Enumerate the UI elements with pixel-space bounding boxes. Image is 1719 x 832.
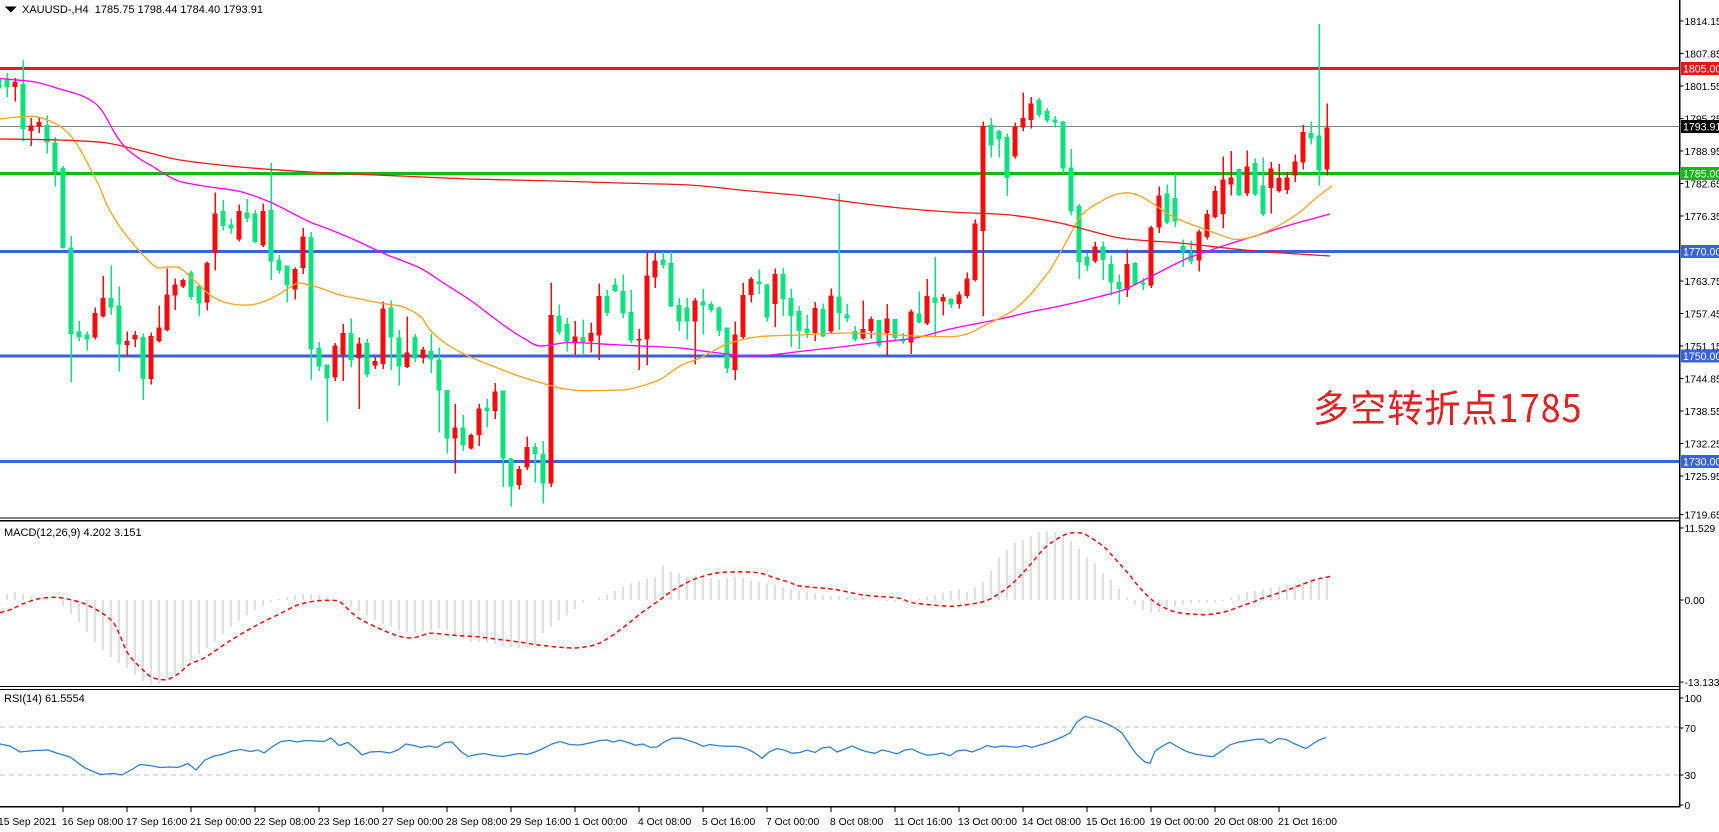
svg-text:29 Sep 16:00: 29 Sep 16:00 [510,817,572,828]
svg-text:70: 70 [1685,724,1697,735]
svg-text:19 Oct 00:00: 19 Oct 00:00 [1150,817,1209,828]
svg-text:MACD(12,26,9) 4.202 3.151: MACD(12,26,9) 4.202 3.151 [4,527,142,539]
svg-text:0.00: 0.00 [1685,596,1705,607]
svg-text:1757.45: 1757.45 [1685,310,1719,321]
svg-text:1 Oct 00:00: 1 Oct 00:00 [574,817,628,828]
svg-text:14 Oct 08:00: 14 Oct 08:00 [1022,817,1081,828]
svg-text:23 Sep 16:00: 23 Sep 16:00 [318,817,380,828]
svg-text:XAUUSD-,H4 1785.75 1798.44 17: XAUUSD-,H4 1785.75 1798.44 1784.40 1793.… [22,4,263,16]
svg-text:1763.75: 1763.75 [1685,277,1719,288]
svg-text:1738.55: 1738.55 [1685,407,1719,418]
svg-text:1730.00: 1730.00 [1683,457,1719,469]
svg-text:1801.55: 1801.55 [1685,82,1719,93]
svg-text:0: 0 [1685,801,1691,812]
svg-text:100: 100 [1685,694,1702,705]
svg-text:1793.91: 1793.91 [1683,122,1719,134]
svg-text:5 Oct 16:00: 5 Oct 16:00 [702,817,756,828]
svg-text:1807.85: 1807.85 [1685,50,1719,61]
svg-text:20 Oct 08:00: 20 Oct 08:00 [1214,817,1273,828]
svg-text:11.529: 11.529 [1685,524,1716,535]
svg-text:4 Oct 08:00: 4 Oct 08:00 [638,817,692,828]
svg-text:-13.133: -13.133 [1685,678,1719,689]
svg-text:1782.65: 1782.65 [1685,180,1719,191]
svg-text:1750.00: 1750.00 [1683,351,1719,363]
svg-text:13 Oct 00:00: 13 Oct 00:00 [958,817,1017,828]
svg-text:1744.85: 1744.85 [1685,375,1719,386]
svg-text:22 Sep 08:00: 22 Sep 08:00 [254,817,316,828]
svg-text:16 Sep 08:00: 16 Sep 08:00 [62,817,124,828]
svg-text:30: 30 [1685,771,1697,782]
svg-text:21 Sep 00:00: 21 Sep 00:00 [190,817,252,828]
svg-text:8 Oct 08:00: 8 Oct 08:00 [830,817,884,828]
svg-text:27 Sep 00:00: 27 Sep 00:00 [382,817,444,828]
svg-text:1732.25: 1732.25 [1685,440,1719,451]
svg-text:28 Sep 08:00: 28 Sep 08:00 [446,817,508,828]
svg-text:1770.00: 1770.00 [1683,247,1719,259]
svg-text:15 Oct 16:00: 15 Oct 16:00 [1086,817,1145,828]
svg-text:21 Oct 16:00: 21 Oct 16:00 [1278,817,1337,828]
svg-text:1719.65: 1719.65 [1685,511,1719,522]
svg-text:1776.35: 1776.35 [1685,212,1719,223]
svg-text:7 Oct 00:00: 7 Oct 00:00 [766,817,820,828]
svg-text:1814.15: 1814.15 [1685,17,1719,28]
svg-text:1725.95: 1725.95 [1685,472,1719,483]
svg-text:1785.00: 1785.00 [1683,169,1719,181]
svg-text:1788.95: 1788.95 [1685,147,1719,158]
svg-text:15 Sep 2021: 15 Sep 2021 [0,817,57,828]
svg-text:11 Oct 16:00: 11 Oct 16:00 [894,817,952,828]
svg-text:1805.00: 1805.00 [1683,64,1719,76]
svg-text:1751.15: 1751.15 [1685,342,1719,353]
svg-text:17 Sep 16:00: 17 Sep 16:00 [126,817,188,828]
svg-text:RSI(14) 61.5554: RSI(14) 61.5554 [4,693,85,705]
